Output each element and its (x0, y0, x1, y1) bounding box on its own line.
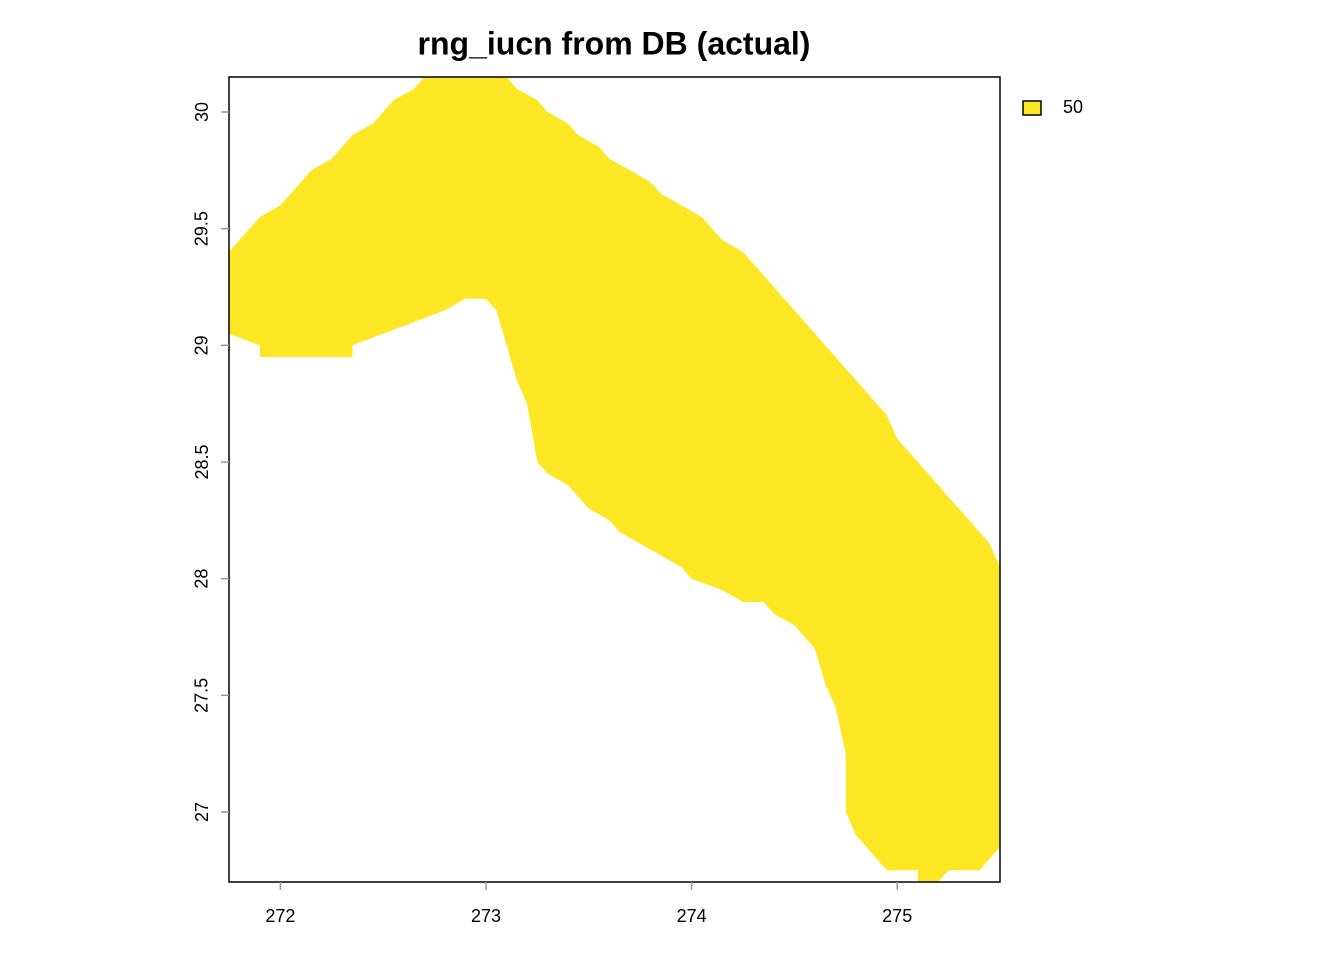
x-tick-label: 272 (265, 906, 295, 926)
y-tick-label: 28 (192, 569, 212, 589)
y-tick-label: 27 (192, 802, 212, 822)
legend-label: 50 (1063, 97, 1083, 117)
legend-swatch (1022, 100, 1042, 116)
y-tick-label: 27.5 (192, 678, 212, 713)
chart-title: rng_iucn from DB (actual) (418, 25, 811, 61)
x-tick-label: 274 (677, 906, 707, 926)
plot-frame (228, 76, 1001, 883)
x-tick-label: 275 (882, 906, 912, 926)
y-tick-label: 29 (192, 335, 212, 355)
range-area (229, 77, 1000, 882)
y-tick-label: 30 (192, 102, 212, 122)
y-tick-label: 29.5 (192, 211, 212, 246)
x-tick-label: 273 (471, 906, 501, 926)
y-tick-label: 28.5 (192, 444, 212, 479)
